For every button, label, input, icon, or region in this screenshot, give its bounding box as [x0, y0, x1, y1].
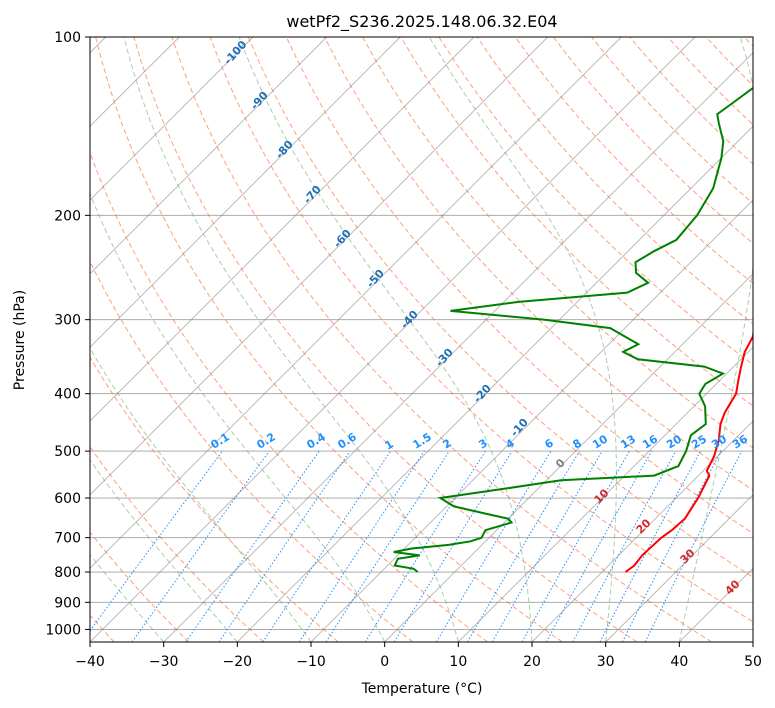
isotherm-line: [90, 37, 696, 642]
plot-frame: [89, 36, 754, 643]
mixing-ratio-line: [131, 450, 270, 642]
x-tick-label: −10: [296, 654, 326, 670]
mixing-ratio-line: [298, 450, 425, 642]
y-tick-label: 900: [54, 595, 81, 611]
mixing-ratio-line: [435, 450, 552, 642]
dry-adiabat: [171, 37, 712, 642]
dry-adiabat: [133, 37, 638, 642]
mixing-ratio-line: [644, 450, 743, 642]
dry-adiabat: [90, 445, 264, 642]
x-tick-label: −30: [149, 654, 179, 670]
dry-adiabat: [362, 37, 753, 449]
dry-adiabat: [90, 531, 190, 642]
dry-adiabat: [324, 37, 753, 491]
sounding-series: [393, 86, 753, 573]
dry-adiabat: [90, 356, 339, 642]
y-axis-label: Pressure (hPa): [12, 290, 28, 390]
mixing-ratio-line: [364, 450, 486, 642]
mixing-ratio-line: [90, 450, 223, 632]
mixing-ratio-line: [621, 450, 722, 642]
x-tick-label: 10: [449, 654, 467, 670]
x-tick-label: 0: [380, 654, 389, 670]
mixing-ratio-lines: [90, 450, 743, 642]
x-tick-label: 40: [670, 654, 688, 670]
isotherm-line: [90, 37, 254, 201]
y-tick-label: 600: [54, 491, 81, 507]
isotherm-line: [90, 37, 475, 422]
y-tick-label: 500: [54, 444, 81, 460]
dry-adiabat: [400, 37, 753, 407]
isotherm-line: [310, 199, 753, 642]
dry-adiabat: [209, 37, 753, 623]
mixing-ratio-line: [218, 450, 351, 642]
mixing-ratio-line: [545, 450, 653, 642]
dry-adiabat: [247, 37, 753, 578]
moist-adiabat: [123, 37, 459, 642]
x-axis-ticks: −40 −30 −20 −10 0 10 20 30 40 50: [75, 642, 762, 670]
plot-area: -100-90-80-70-60-50-40-30-20-10010203040…: [90, 37, 753, 642]
isotherm-line: [236, 125, 753, 642]
y-tick-label: 700: [54, 531, 81, 547]
x-tick-label: −20: [223, 654, 253, 670]
dry-adiabat: [438, 37, 753, 366]
mixing-ratio-line: [572, 450, 677, 642]
moist-adiabat: [678, 37, 753, 642]
isotherm-line: [90, 37, 328, 275]
isotherm-line: [457, 346, 753, 642]
temperature-profile: [624, 327, 753, 573]
mixing-ratio-line: [325, 450, 450, 642]
moist-adiabat: [428, 37, 617, 642]
isotherm-line: [605, 494, 753, 642]
x-tick-label: −40: [75, 654, 105, 670]
moist-adiabat: [238, 37, 533, 642]
pressure-gridlines: [90, 37, 753, 630]
moist-adiabat: [90, 459, 238, 642]
x-axis-label: Temperature (°C): [361, 681, 483, 697]
dry-adiabat: [514, 37, 753, 285]
mixing-ratio-line: [599, 450, 701, 642]
y-tick-label: 300: [54, 313, 81, 329]
isotherm-line: [90, 37, 622, 569]
isotherm-line: [90, 37, 549, 496]
dewpoint-profile: [393, 86, 753, 573]
x-tick-label: 50: [744, 654, 762, 670]
isotherm-line: [531, 420, 753, 642]
isotherm-line: [90, 37, 401, 348]
dry-adiabat: [90, 151, 488, 642]
mixing-ratio-line: [262, 450, 392, 642]
y-tick-label: 200: [54, 208, 81, 224]
x-tick-label: 20: [523, 654, 541, 670]
x-tick-label: 30: [597, 654, 615, 670]
dry-adiabat: [95, 37, 563, 642]
y-tick-label: 800: [54, 565, 81, 581]
y-tick-label: 400: [54, 387, 81, 403]
y-tick-label: 1000: [45, 622, 81, 638]
y-tick-label: 100: [54, 30, 81, 46]
y-axis-ticks: 100 200 300 400 500 600 700 800 900 1000: [45, 30, 90, 638]
isotherm-line: [163, 52, 753, 642]
mixing-ratio-line: [521, 450, 630, 642]
isotherm-line: [384, 273, 753, 642]
mixing-ratio-line: [393, 450, 513, 642]
chart-title: wetPf2_S236.2025.148.06.32.E04: [286, 12, 557, 32]
mixing-ratio-line: [185, 450, 320, 642]
isotherms: [90, 37, 753, 642]
